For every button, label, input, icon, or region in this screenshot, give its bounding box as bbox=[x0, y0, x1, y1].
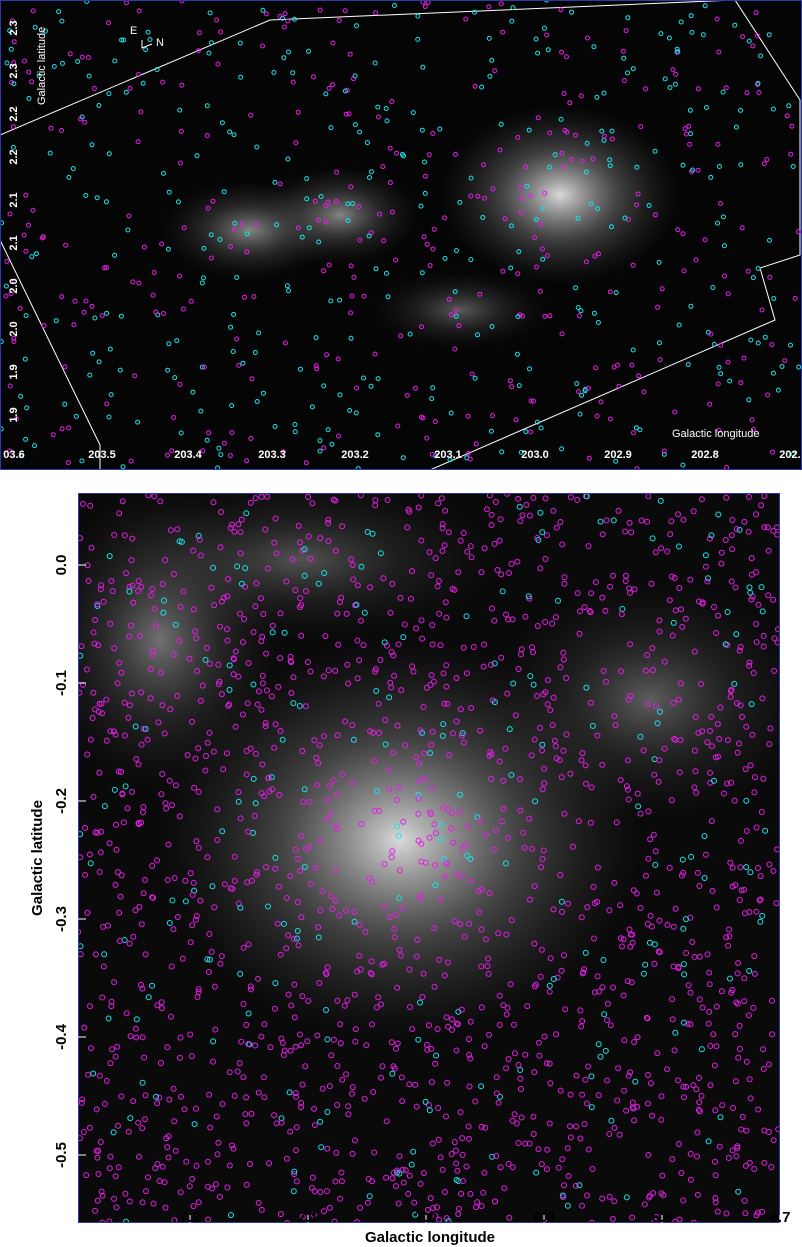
y-tick-label: 2.3 bbox=[8, 63, 20, 78]
x-tick-label: 203.4 bbox=[174, 449, 202, 461]
x-tick-label: 7.1 bbox=[298, 1209, 319, 1226]
y-tick-label: 2.0 bbox=[8, 278, 20, 293]
y-tick-label: -0.1 bbox=[53, 670, 70, 696]
x-tick-label: 203.2 bbox=[341, 449, 369, 461]
x-tick-label: 202.8 bbox=[691, 449, 719, 461]
y-tick-label: 1.9 bbox=[8, 407, 20, 422]
x-tick-label: 203.5 bbox=[88, 449, 116, 461]
x-axis-label: Galactic longitude bbox=[672, 428, 759, 440]
y-tick-label: -0.3 bbox=[53, 906, 70, 932]
y-tick-label: 2.1 bbox=[8, 192, 20, 207]
x-tick-label: 7.2 bbox=[180, 1209, 201, 1226]
x-tick-label: 6.7 bbox=[770, 1209, 791, 1226]
y-axis-label: Galactic latitude bbox=[36, 27, 48, 105]
top-image bbox=[0, 0, 802, 471]
y-tick-label: 2.3 bbox=[8, 20, 20, 35]
x-tick-label: 203.3 bbox=[258, 449, 286, 461]
y-tick-label: 2.1 bbox=[8, 235, 20, 250]
x-tick-label: 6.9 bbox=[534, 1209, 555, 1226]
x-tick-label: 7.0 bbox=[416, 1209, 437, 1226]
y-tick-label: 0.0 bbox=[53, 555, 70, 576]
x-tick-label: 203.1 bbox=[434, 449, 462, 461]
y-tick-label: 1.9 bbox=[8, 364, 20, 379]
x-tick-label: 202. bbox=[779, 449, 800, 461]
y-axis-label: Galactic latitude bbox=[29, 800, 46, 916]
y-tick-label: 2.2 bbox=[8, 106, 20, 121]
figure: E N Galactic latitude Galactic longitude… bbox=[0, 0, 802, 1247]
compass-north: N bbox=[156, 37, 164, 49]
x-tick-label: 6.8 bbox=[652, 1209, 673, 1226]
y-tick-label: -0.5 bbox=[53, 1142, 70, 1168]
compass-east: E bbox=[130, 25, 137, 37]
y-tick-label: 2.0 bbox=[8, 321, 20, 336]
x-axis-label: Galactic longitude bbox=[365, 1229, 495, 1246]
y-tick-label: 2.2 bbox=[8, 149, 20, 164]
x-tick-label: 203.0 bbox=[521, 449, 549, 461]
x-tick-label: 202.9 bbox=[604, 449, 632, 461]
bottom-image bbox=[40, 480, 802, 1226]
x-tick-label: 03.6 bbox=[3, 449, 24, 461]
y-tick-label: -0.4 bbox=[53, 1023, 70, 1050]
y-tick-label: -0.2 bbox=[53, 788, 70, 814]
